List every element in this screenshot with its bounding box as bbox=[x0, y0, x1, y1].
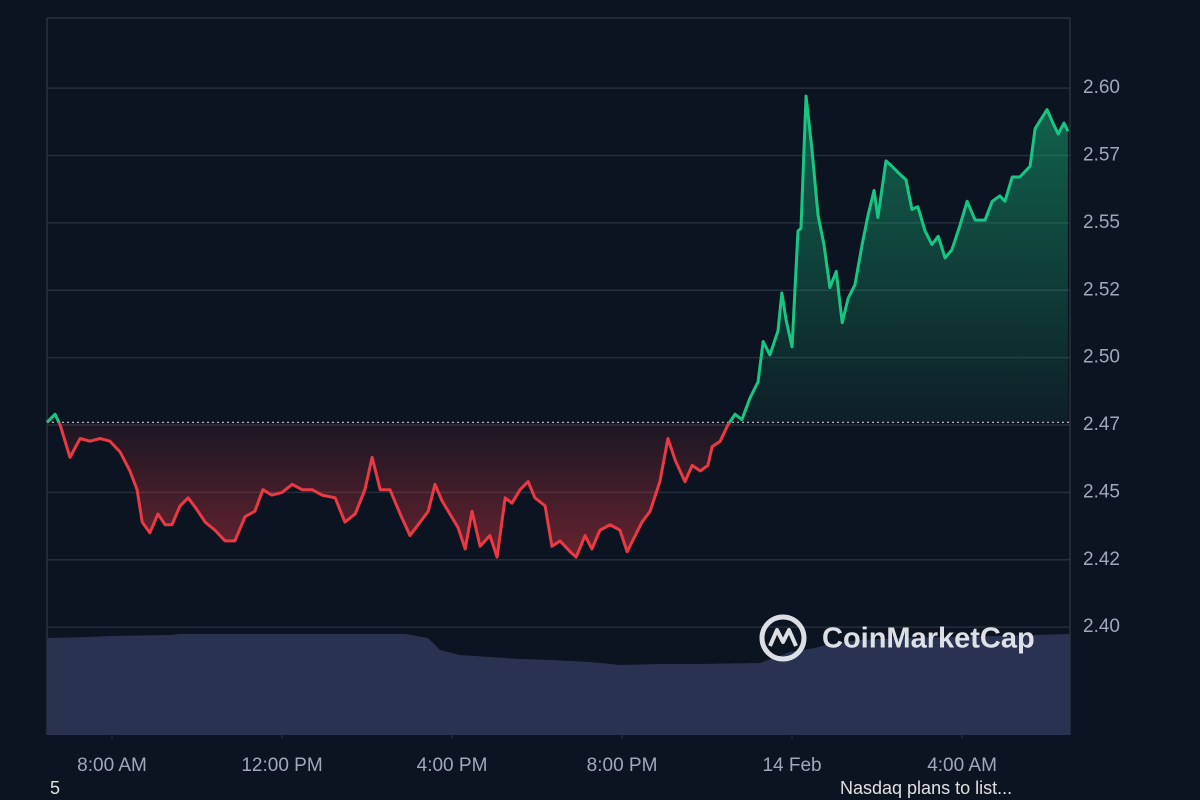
x-tick-label: 12:00 PM bbox=[241, 755, 322, 776]
y-tick-label: 2.57 bbox=[1083, 144, 1120, 165]
watermark: CoinMarketCap bbox=[759, 614, 1035, 662]
y-tick-label: 2.60 bbox=[1083, 77, 1120, 98]
logo-ring bbox=[759, 614, 807, 662]
x-tick-label: 4:00 AM bbox=[927, 755, 997, 776]
price-area bbox=[47, 96, 1068, 558]
y-tick-label: 2.52 bbox=[1083, 279, 1120, 300]
y-tick-label: 2.40 bbox=[1083, 616, 1120, 637]
x-tick-label: 8:00 PM bbox=[587, 755, 658, 776]
volume-area bbox=[47, 634, 1070, 735]
x-tick-label: 8:00 AM bbox=[77, 755, 147, 776]
y-tick-label: 2.55 bbox=[1083, 212, 1120, 233]
y-tick-label: 2.42 bbox=[1083, 549, 1120, 570]
y-tick-label: 2.45 bbox=[1083, 481, 1120, 502]
y-tick-label: 2.47 bbox=[1083, 414, 1120, 435]
watermark-text: CoinMarketCap bbox=[822, 623, 1035, 655]
x-tick-label: 14 Feb bbox=[762, 755, 821, 776]
price-line bbox=[45, 94, 1070, 559]
logo-m bbox=[768, 628, 798, 647]
bottom-text: 5 bbox=[50, 778, 60, 798]
x-tick-label: 4:00 PM bbox=[417, 755, 488, 776]
bottom-text: Nasdaq plans to list... bbox=[840, 778, 1012, 798]
y-tick-label: 2.50 bbox=[1083, 347, 1120, 368]
